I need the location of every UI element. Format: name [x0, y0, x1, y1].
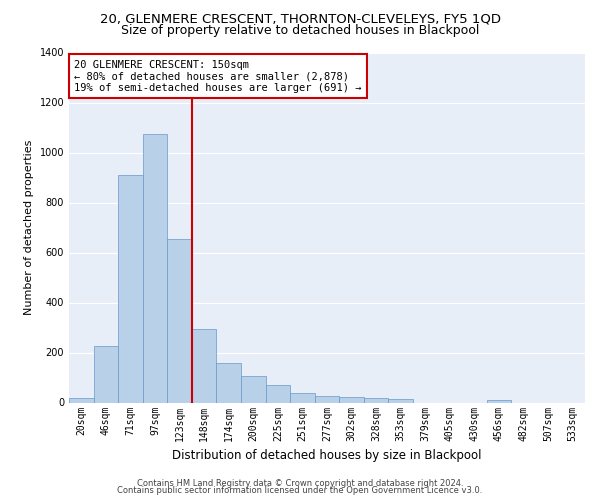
Text: 20, GLENMERE CRESCENT, THORNTON-CLEVELEYS, FY5 1QD: 20, GLENMERE CRESCENT, THORNTON-CLEVELEY…	[100, 12, 500, 26]
Bar	[388, 398, 413, 402]
Bar	[315, 396, 339, 402]
Text: 20 GLENMERE CRESCENT: 150sqm
← 80% of detached houses are smaller (2,878)
19% of: 20 GLENMERE CRESCENT: 150sqm ← 80% of de…	[74, 60, 362, 92]
Bar	[364, 398, 388, 402]
Bar	[266, 384, 290, 402]
Bar	[118, 175, 143, 402]
Bar	[487, 400, 511, 402]
Bar	[94, 346, 118, 403]
Y-axis label: Number of detached properties: Number of detached properties	[24, 140, 34, 315]
Text: Size of property relative to detached houses in Blackpool: Size of property relative to detached ho…	[121, 24, 479, 37]
Bar	[217, 363, 241, 403]
Text: Contains HM Land Registry data © Crown copyright and database right 2024.: Contains HM Land Registry data © Crown c…	[137, 478, 463, 488]
Bar	[69, 398, 94, 402]
Bar	[290, 393, 315, 402]
Text: Contains public sector information licensed under the Open Government Licence v3: Contains public sector information licen…	[118, 486, 482, 495]
Bar	[339, 397, 364, 402]
Bar	[241, 376, 266, 402]
Bar	[167, 239, 192, 402]
X-axis label: Distribution of detached houses by size in Blackpool: Distribution of detached houses by size …	[172, 449, 482, 462]
Bar	[192, 329, 217, 402]
Bar	[143, 134, 167, 402]
